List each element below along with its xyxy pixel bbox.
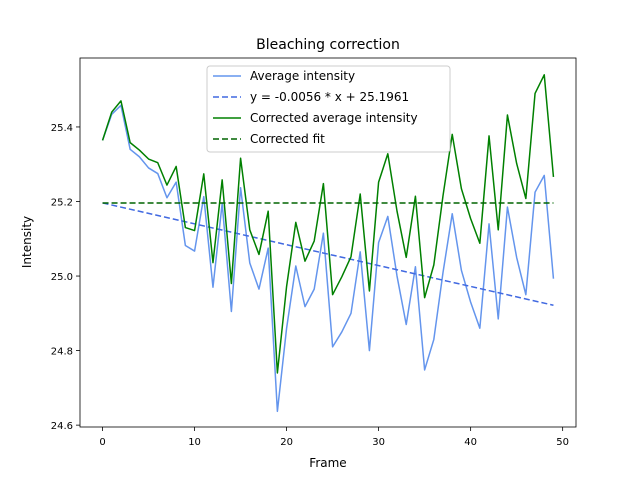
x-tick-label: 50 — [556, 437, 569, 448]
x-axis-label: Frame — [309, 456, 346, 470]
series-line-2 — [101, 74, 555, 374]
y-tick-label: 25.0 — [51, 272, 73, 283]
axes-border — [79, 57, 577, 428]
y-axis-ticks: 24.6 24.8 25.0 25.2 25.4 — [51, 123, 80, 432]
x-tick-label: 20 — [280, 437, 293, 448]
x-tick-label: 40 — [464, 437, 477, 448]
y-tick-label: 25.4 — [51, 123, 73, 134]
y-tick-label: 25.2 — [51, 198, 73, 209]
legend-label-2: Corrected average intensity — [250, 111, 418, 125]
legend-box — [206, 65, 451, 153]
chart-title: Bleaching correction — [256, 37, 400, 53]
y-axis-label: Intensity — [20, 216, 34, 268]
y-tick-label: 24.6 — [51, 421, 73, 432]
legend-label-3: Corrected fit — [250, 132, 325, 146]
legend: Average intensity y = -0.0056 * x + 25.19… — [206, 65, 451, 153]
axes-frame — [79, 57, 577, 428]
fit-line-1 — [102, 202, 554, 306]
legend-label-0: Average intensity — [250, 69, 355, 83]
x-axis-ticks: 0 10 20 30 40 50 — [99, 427, 569, 448]
y-tick-label: 24.8 — [51, 347, 73, 358]
x-tick-label: 0 — [99, 437, 105, 448]
x-tick-label: 30 — [372, 437, 385, 448]
series-line-0 — [101, 104, 555, 413]
x-tick-label: 10 — [188, 437, 201, 448]
legend-label-1: y = -0.0056 * x + 25.1961 — [250, 90, 409, 104]
plot-lines — [101, 74, 555, 413]
